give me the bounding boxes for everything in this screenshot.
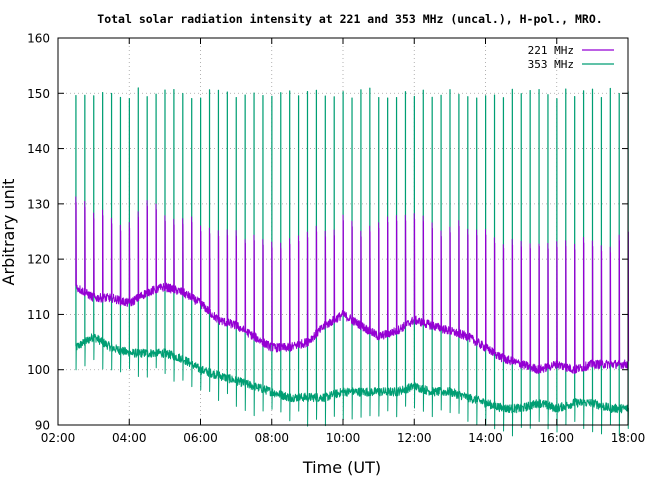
x-tick-label: 14:00: [468, 431, 503, 445]
x-tick-label: 12:00: [397, 431, 432, 445]
y-tick-label: 140: [27, 142, 50, 156]
series-221-mhz: [75, 196, 630, 375]
chart-title: Total solar radiation intensity at 221 a…: [97, 12, 602, 26]
x-tick-label: 08:00: [254, 431, 289, 445]
y-tick-label: 90: [35, 419, 50, 433]
x-ticks: 02:00 04:00 06:00 08:00 10:00 12:00 14:00 16:00…: [41, 38, 646, 445]
y-ticks: 90 100 110 120 130 140 150 160: [27, 32, 628, 433]
legend-label-353-mhz: 353 MHz: [528, 58, 574, 71]
y-tick-label: 130: [27, 197, 50, 211]
y-tick-label: 110: [27, 308, 50, 322]
x-tick-label: 10:00: [326, 431, 361, 445]
legend: 221 MHz 353 MHz: [528, 44, 614, 71]
y-tick-label: 150: [27, 87, 50, 101]
x-axis-label: Time (UT): [302, 458, 381, 477]
series-line: [75, 196, 630, 375]
x-tick-label: 02:00: [41, 431, 76, 445]
series-353-mhz: [75, 87, 629, 437]
x-tick-label: 06:00: [183, 431, 218, 445]
x-tick-label: 18:00: [611, 431, 646, 445]
legend-label-221-mhz: 221 MHz: [528, 44, 574, 57]
x-tick-label: 04:00: [112, 431, 147, 445]
y-tick-label: 100: [27, 363, 50, 377]
y-tick-label: 160: [27, 32, 50, 46]
y-axis-label: Arbitrary unit: [0, 179, 18, 286]
series-line: [75, 87, 629, 437]
x-tick-label: 16:00: [539, 431, 574, 445]
y-tick-label: 120: [27, 253, 50, 267]
